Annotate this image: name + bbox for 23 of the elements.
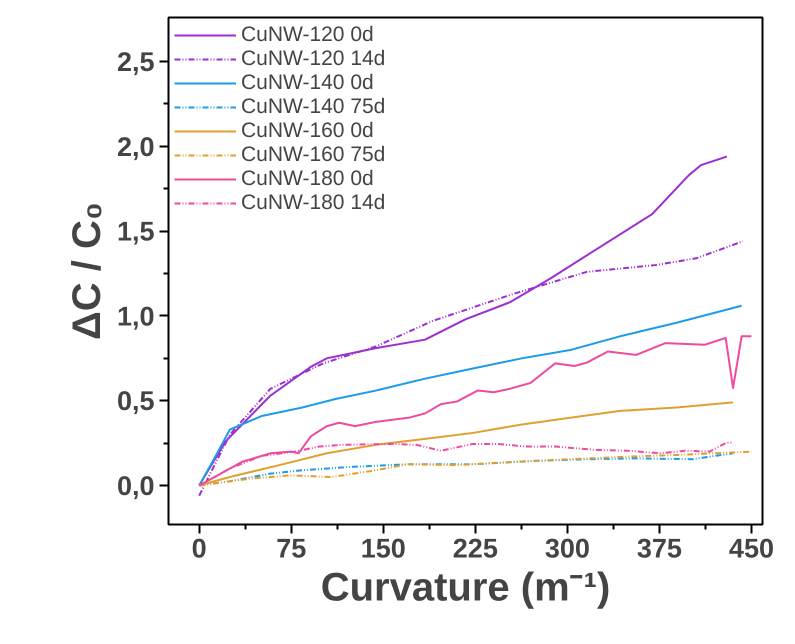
y-axis-title: ΔC / C₀	[64, 202, 109, 340]
x-tick-label: 75	[276, 534, 306, 564]
x-tick-label: 300	[544, 534, 590, 564]
legend-label: CuNW-160 75d	[241, 143, 386, 167]
x-tick-label: 450	[728, 534, 774, 564]
x-tick-label: 150	[360, 534, 406, 564]
legend-label: CuNW-120 14d	[241, 47, 386, 71]
x-tick-label: 225	[452, 534, 498, 564]
y-tick-label: 1,0	[116, 301, 155, 332]
y-tick-label: 2,5	[116, 47, 155, 78]
legend-label: CuNW-140 0d	[241, 71, 374, 95]
x-tick-label: 0	[192, 534, 207, 564]
y-tick-label: 1,5	[116, 216, 155, 247]
y-tick-label: 0,5	[116, 386, 155, 416]
legend-label: CuNW-160 0d	[241, 119, 374, 143]
legend-label: CuNW-180 0d	[241, 167, 374, 191]
y-tick-label: 0,0	[116, 471, 155, 501]
x-axis-title: Curvature (m⁻¹)	[320, 566, 610, 610]
legend-label: CuNW-120 0d	[241, 23, 374, 47]
legend-label: CuNW-140 75d	[241, 95, 386, 119]
x-tick-label: 375	[636, 534, 682, 564]
legend-label: CuNW-180 14d	[241, 191, 386, 215]
y-tick-label: 2,0	[116, 132, 155, 162]
